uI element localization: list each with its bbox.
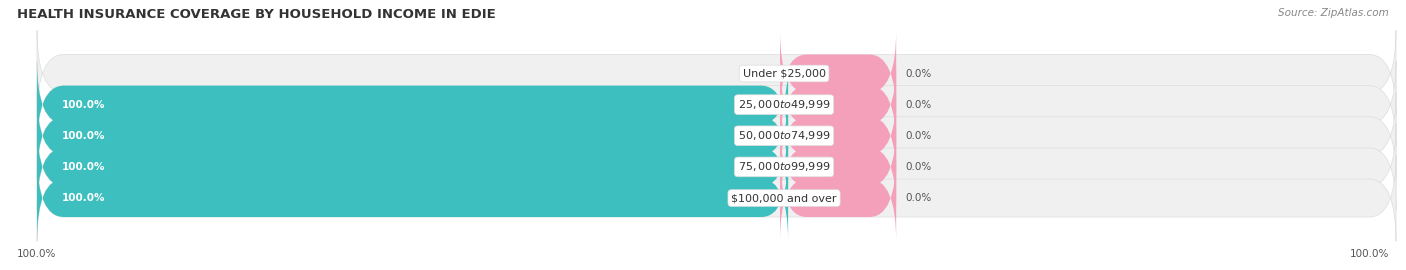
Text: 0.0%: 0.0%	[905, 193, 932, 203]
Text: 0.0%: 0.0%	[905, 69, 932, 79]
FancyBboxPatch shape	[37, 155, 789, 241]
Text: 100.0%: 100.0%	[62, 193, 105, 203]
FancyBboxPatch shape	[780, 155, 896, 241]
Text: 100.0%: 100.0%	[1350, 249, 1389, 259]
FancyBboxPatch shape	[37, 30, 1396, 117]
Text: 0.0%: 0.0%	[905, 162, 932, 172]
Text: 0.0%: 0.0%	[742, 69, 769, 79]
Text: $75,000 to $99,999: $75,000 to $99,999	[738, 160, 831, 173]
Text: Source: ZipAtlas.com: Source: ZipAtlas.com	[1278, 8, 1389, 18]
Text: $50,000 to $74,999: $50,000 to $74,999	[738, 129, 831, 142]
Text: 100.0%: 100.0%	[62, 162, 105, 172]
FancyBboxPatch shape	[37, 124, 789, 210]
Text: HEALTH INSURANCE COVERAGE BY HOUSEHOLD INCOME IN EDIE: HEALTH INSURANCE COVERAGE BY HOUSEHOLD I…	[17, 8, 496, 21]
Text: 0.0%: 0.0%	[905, 131, 932, 141]
Text: 0.0%: 0.0%	[905, 100, 932, 110]
FancyBboxPatch shape	[37, 155, 1396, 241]
FancyBboxPatch shape	[780, 30, 896, 117]
Text: 100.0%: 100.0%	[17, 249, 56, 259]
FancyBboxPatch shape	[37, 61, 789, 148]
FancyBboxPatch shape	[37, 61, 1396, 148]
FancyBboxPatch shape	[780, 93, 896, 179]
FancyBboxPatch shape	[37, 124, 1396, 210]
Text: 100.0%: 100.0%	[62, 131, 105, 141]
Text: $25,000 to $49,999: $25,000 to $49,999	[738, 98, 831, 111]
FancyBboxPatch shape	[37, 93, 1396, 179]
FancyBboxPatch shape	[780, 124, 896, 210]
Text: $100,000 and over: $100,000 and over	[731, 193, 837, 203]
Text: 100.0%: 100.0%	[62, 100, 105, 110]
FancyBboxPatch shape	[37, 93, 789, 179]
FancyBboxPatch shape	[780, 61, 896, 148]
Text: Under $25,000: Under $25,000	[742, 69, 825, 79]
